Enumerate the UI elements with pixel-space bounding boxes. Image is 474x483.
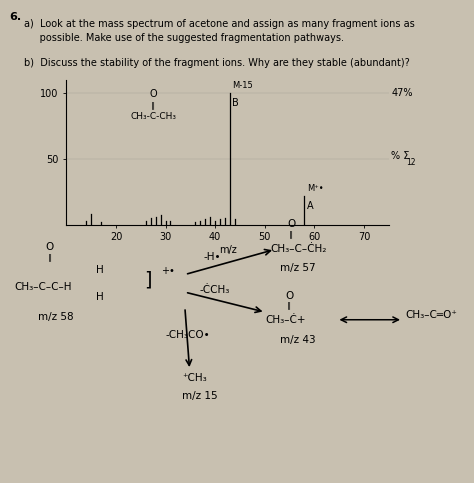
Text: M⁺•: M⁺• xyxy=(307,184,323,193)
Text: ∥: ∥ xyxy=(48,252,52,261)
Text: m/z 15: m/z 15 xyxy=(182,391,218,401)
Text: ]: ] xyxy=(145,270,152,289)
Text: CH₃–C–ĊH₂: CH₃–C–ĊH₂ xyxy=(270,244,327,255)
Text: O: O xyxy=(285,291,293,301)
X-axis label: m/z: m/z xyxy=(219,245,237,255)
Text: O: O xyxy=(287,219,296,229)
Text: CH₃-C-CH₃: CH₃-C-CH₃ xyxy=(130,112,176,121)
Text: ∥: ∥ xyxy=(287,300,291,309)
Text: % Σ: % Σ xyxy=(391,151,410,161)
Text: m/z 58: m/z 58 xyxy=(38,312,73,322)
Text: a)  Look at the mass spectrum of acetone and assign as many fragment ions as
   : a) Look at the mass spectrum of acetone … xyxy=(24,19,414,43)
Text: O: O xyxy=(149,89,157,99)
Text: 6.: 6. xyxy=(9,12,22,22)
Text: ∥: ∥ xyxy=(290,229,293,238)
Text: -H•: -H• xyxy=(204,252,221,262)
Text: ∥: ∥ xyxy=(151,99,155,109)
Text: CH₃–C–C–H: CH₃–C–C–H xyxy=(14,282,72,292)
Text: -CH₃CO•: -CH₃CO• xyxy=(166,330,210,340)
Text: M-15: M-15 xyxy=(232,81,253,90)
Text: B: B xyxy=(232,98,239,108)
Text: +•: +• xyxy=(161,266,175,276)
Text: CH₃–C═O⁺: CH₃–C═O⁺ xyxy=(405,310,457,320)
Text: 47%: 47% xyxy=(391,88,413,98)
Text: 12: 12 xyxy=(406,158,416,167)
Text: m/z 43: m/z 43 xyxy=(280,335,315,345)
Text: A: A xyxy=(307,201,313,211)
Text: ⁺CH₃: ⁺CH₃ xyxy=(182,372,207,383)
Text: CH₃–Ċ+: CH₃–Ċ+ xyxy=(265,315,306,325)
Text: b)  Discuss the stability of the fragment ions. Why are they stable (abundant)?: b) Discuss the stability of the fragment… xyxy=(24,58,410,68)
Text: m/z 57: m/z 57 xyxy=(280,263,315,273)
Text: H: H xyxy=(96,265,103,274)
Text: O: O xyxy=(46,242,54,252)
Text: -ĊCH₃: -ĊCH₃ xyxy=(199,284,229,295)
Text: H: H xyxy=(96,292,103,302)
